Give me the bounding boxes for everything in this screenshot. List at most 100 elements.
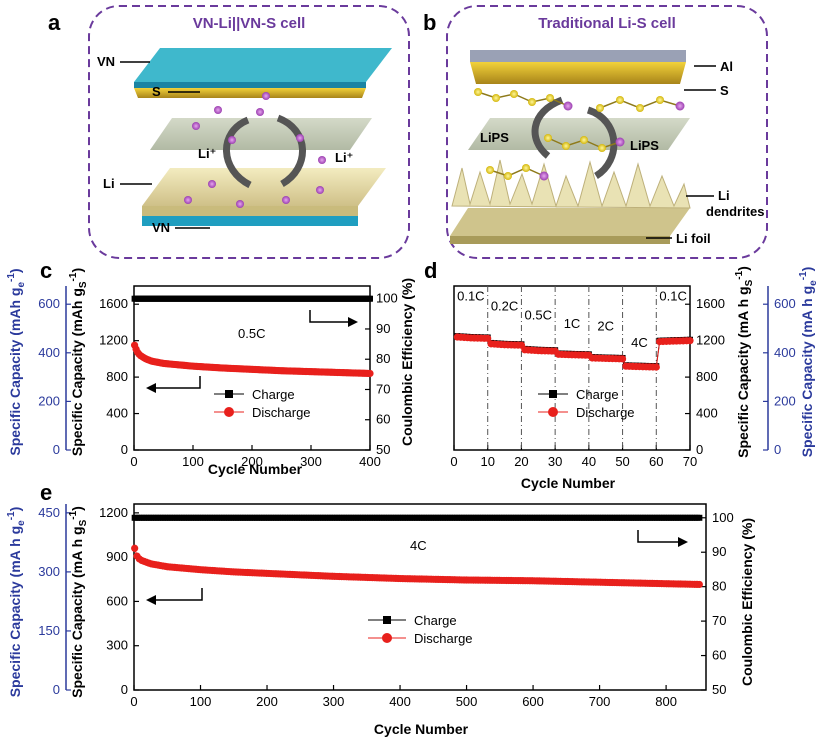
e-xtick-label-8: 800 — [655, 694, 677, 709]
d-xtick-label-4: 40 — [582, 454, 596, 469]
chart-e-legend-discharge: Discharge — [414, 631, 473, 646]
c-ytick-right-label-2: 70 — [376, 381, 390, 396]
cycle-arrow-left — [223, 116, 252, 189]
chart-c-legend-discharge: Discharge — [252, 405, 311, 420]
chart-e-legend: Charge Discharge — [368, 613, 473, 646]
cycle-arrow-right — [276, 114, 306, 188]
chart-c-legend-charge-marker — [225, 390, 233, 398]
chart-d-legend-charge-marker — [549, 390, 557, 398]
chart-d-legend-discharge: Discharge — [576, 405, 635, 420]
d-ytick-right-label-2: 800 — [696, 369, 718, 384]
e-ytick-left-label-2: 600 — [106, 593, 128, 608]
chart-c-legend-discharge-marker — [224, 407, 234, 417]
panel-a-letter: a — [48, 10, 61, 35]
label-dendrites: dendrites — [706, 204, 765, 219]
panel-b-frame — [446, 5, 768, 259]
e-ytick-right-label-5: 100 — [712, 510, 734, 525]
chart-e-far-left-label: Specific Capacity (mA h ge-1) — [6, 507, 27, 698]
d-discharge-point-9 — [484, 334, 492, 342]
e-far-left-tick-label-3: 450 — [38, 505, 60, 520]
chart-e-legend-charge-marker — [383, 616, 391, 624]
panel-b: b Traditional Li-S cell — [423, 5, 768, 259]
chart-c-xlabel: Cycle Number — [208, 461, 303, 477]
e-ytick-right-label-1: 60 — [712, 648, 726, 663]
e-discharge-point-0 — [131, 544, 139, 552]
c-ytick-right-label-1: 60 — [376, 412, 390, 427]
c-discharge-point-160 — [366, 369, 374, 378]
chart-c: c 0 100 200 300 400 0 400 800 1200 1600 50 60 70 80 90… — [6, 258, 415, 477]
e-xtick-label-6: 600 — [522, 694, 544, 709]
c-ytick-left-label-0: 0 — [121, 442, 128, 457]
panel-a-frame — [88, 5, 410, 259]
label-s-a: S — [152, 84, 161, 99]
d-discharge-point-69 — [686, 337, 694, 345]
chart-e-arrow-right — [637, 530, 680, 543]
d-rate-label-6: 0.1C — [659, 289, 686, 304]
c-ytick-right-label-0: 50 — [376, 442, 390, 457]
e-far-left-tick-label-2: 300 — [38, 564, 60, 579]
e-ytick-right-label-0: 50 — [712, 682, 726, 697]
chart-c-arrowhead-right — [348, 317, 358, 327]
e-xtick-label-5: 500 — [456, 694, 478, 709]
cycle-arrow-right-b — [586, 106, 618, 179]
panel-a: a VN-Li||VN-S cell VN S Li⁺ Li⁺ — [48, 5, 410, 259]
chart-d: d 0 10 20 30 40 50 60 7004008001200160002004006… — [424, 258, 819, 491]
chart-c-arrowhead-left — [146, 383, 156, 393]
c-xtick-label-4: 400 — [359, 454, 381, 469]
d-xtick-label-3: 30 — [548, 454, 562, 469]
vn-s-electrode — [134, 48, 392, 98]
label-lips-right: LiPS — [630, 138, 659, 153]
chart-e-annotation: 4C — [410, 538, 427, 553]
chart-d-right-label: Specific Capacity (mA h gS-1) — [734, 266, 755, 458]
d-discharge-point-59 — [652, 363, 660, 371]
panel-b-letter: b — [423, 10, 436, 35]
d-xtick-label-6: 60 — [649, 454, 663, 469]
chart-e-legend-charge: Charge — [414, 613, 457, 628]
label-li-foil: Li foil — [676, 231, 711, 246]
e-xtick-label-2: 200 — [256, 694, 278, 709]
e-far-left-tick-label-0: 0 — [53, 682, 60, 697]
panel-b-title: Traditional Li-S cell — [538, 15, 676, 32]
e-xtick-label-1: 100 — [190, 694, 212, 709]
c-xtick-label-0: 0 — [130, 454, 137, 469]
d-ytick-right-label-4: 1600 — [696, 296, 725, 311]
e-far-left-tick-label-1: 150 — [38, 623, 60, 638]
chart-e-letter: e — [40, 480, 52, 505]
c-xtick-label-2: 200 — [241, 454, 263, 469]
d-xtick-label-7: 70 — [683, 454, 697, 469]
d-ytick-right-label-0: 0 — [696, 442, 703, 457]
d-xtick-label-5: 50 — [615, 454, 629, 469]
li-foil-dendrites — [450, 159, 691, 244]
chart-d-legend-charge: Charge — [576, 387, 619, 402]
e-discharge-point-240 — [695, 580, 703, 589]
chart-c-left-label: Specific Capacity (mAh gS-1) — [68, 268, 89, 456]
chart-d-plot: 0 10 20 30 40 50 60 700400800120016000200400600… — [450, 285, 796, 469]
d-far-right-tick-label-1: 200 — [774, 393, 796, 408]
chart-d-xlabel: Cycle Number — [521, 475, 616, 491]
label-li-plus-right: Li⁺ — [335, 150, 353, 165]
c-far-left-tick-label-0: 0 — [53, 442, 60, 457]
c-far-left-tick-label-3: 600 — [38, 296, 60, 311]
chart-d-legend-discharge-marker — [548, 407, 558, 417]
c-far-left-tick-label-2: 400 — [38, 345, 60, 360]
label-li-a: Li — [103, 176, 115, 191]
chart-e: e 0 100 200 300 400 500 600 700 8000300600900120… — [6, 480, 755, 737]
chart-e-legend-discharge-marker — [382, 633, 392, 643]
chart-e-arrowhead-right — [678, 537, 688, 547]
e-ytick-left-label-0: 0 — [121, 682, 128, 697]
label-lips-left: LiPS — [480, 130, 509, 145]
chart-e-right-label: Coulombic Efficiency (%) — [739, 518, 755, 686]
c-ytick-left-label-2: 800 — [106, 369, 128, 384]
c-far-left-tick-label-1: 200 — [38, 393, 60, 408]
e-ytick-left-label-4: 1200 — [99, 505, 128, 520]
chart-c-annotation: 0.5C — [238, 326, 265, 341]
d-rate-label-4: 2C — [597, 319, 614, 334]
label-s-b: S — [720, 83, 729, 98]
d-plot-frame — [453, 285, 691, 451]
e-xtick-label-4: 400 — [389, 694, 411, 709]
e-xtick-label-3: 300 — [323, 694, 345, 709]
d-far-right-tick-label-2: 400 — [774, 345, 796, 360]
separator-a — [150, 118, 372, 150]
polysulfide-chains — [474, 88, 685, 181]
